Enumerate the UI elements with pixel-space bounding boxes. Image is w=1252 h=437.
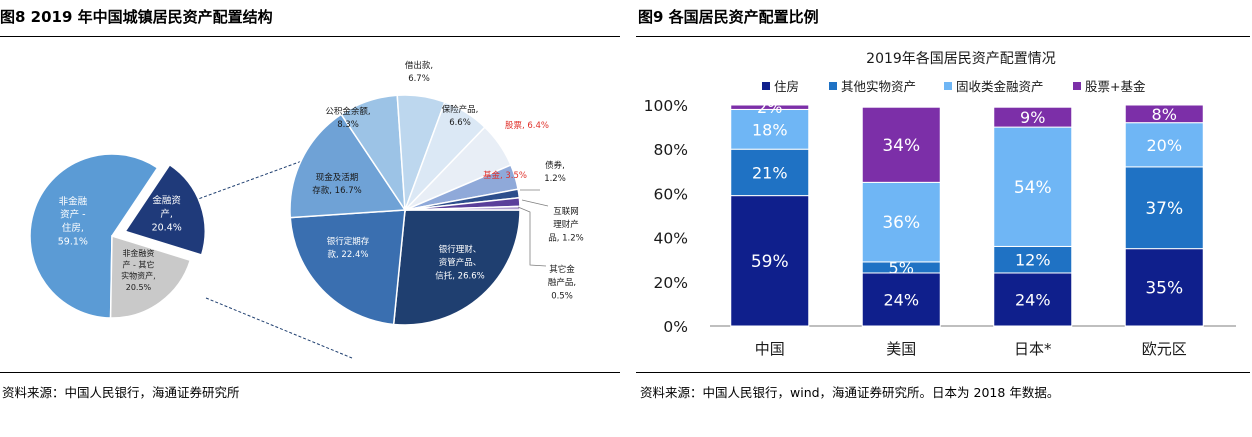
legend-swatch-1	[829, 82, 837, 90]
bar-value-label-1-1: 5%	[889, 258, 914, 277]
left-figure-title: 图8 2019 年中国城镇居民资产配置结构	[0, 8, 273, 26]
bar-value-label-2-3: 9%	[1020, 108, 1045, 127]
bar-value-label-0-2: 18%	[752, 120, 788, 139]
x-tick-label-3: 欧元区	[1142, 340, 1187, 358]
bar-legend: 住房 其他实物资产 固收类金融资产 股票+基金	[762, 79, 1146, 94]
bar-stack-3: 35% 37% 20% 8%	[1124, 104, 1204, 327]
bar-segment-0-0	[730, 195, 810, 327]
y-tick-label-3: 60%	[654, 185, 688, 203]
bar-value-label-3-1: 37%	[1145, 199, 1183, 219]
pie-label-financial-0: 银行理财、资管产品、信托, 26.6%	[435, 244, 484, 281]
pie-label-overall-1: 金融资产, 20.4%	[152, 195, 182, 234]
pie-slice-overall-2	[109, 234, 192, 319]
legend-swatch-0	[762, 82, 770, 90]
left-panel: 图8 2019 年中国城镇居民资产配置结构 非金融资产 -住房, 59.1% 金融资…	[0, 0, 620, 437]
bar-chart-title: 2019年各国居民资产配置情况	[866, 51, 1056, 67]
bar-segment-3-0	[1124, 248, 1204, 327]
bar-value-label-3-2: 20%	[1146, 136, 1182, 155]
bar-value-label-0-0: 59%	[751, 252, 789, 272]
leader-line-2	[517, 206, 547, 267]
bar-segment-2-0	[993, 272, 1073, 327]
y-axis: 0% 20% 40% 60% 80% 100%	[644, 97, 688, 336]
left-top-rule	[0, 36, 620, 37]
bar-value-label-3-0: 35%	[1145, 278, 1183, 298]
legend-label-1: 其他实物资产	[841, 79, 916, 94]
y-tick-label-4: 80%	[654, 141, 688, 159]
y-tick-label-0: 0%	[663, 318, 688, 336]
bar-value-label-3-3: 8%	[1152, 105, 1177, 124]
bar-value-label-0-3: 2%	[757, 98, 782, 117]
pie-label-financial-4: 借出款, 6.7%	[405, 60, 433, 84]
bar-stack-1: 24% 5% 36% 34%	[861, 106, 941, 327]
x-tick-label-2: 日本*	[1014, 340, 1052, 358]
right-top-rule	[636, 36, 1250, 37]
y-tick-label-5: 100%	[644, 97, 688, 115]
bar-segment-3-3	[1124, 104, 1204, 124]
bar-value-label-2-2: 54%	[1014, 178, 1052, 198]
pie-label-financial-2: 现金及活期存款, 16.7%	[312, 172, 361, 196]
bar-segment-1-3	[861, 106, 941, 183]
bar-segment-3-1	[1124, 166, 1204, 250]
right-figure-title: 图9 各国居民资产配置比例	[638, 8, 819, 26]
bar-segment-0-1	[730, 148, 810, 197]
pie-slice-financial-2	[289, 113, 407, 219]
pie-label-overall-0: 非金融资产 -住房, 59.1%	[58, 195, 88, 247]
y-tick-label-1: 20%	[654, 274, 688, 292]
pie-slice-financial-0	[392, 209, 521, 326]
pie-label-financial-8: 债券, 1.2%	[544, 160, 566, 184]
bar-segment-1-0	[861, 272, 941, 327]
bar-segment-2-3	[993, 106, 1073, 128]
bar-value-label-1-0: 24%	[883, 290, 919, 309]
bar-value-label-1-2: 36%	[882, 213, 920, 233]
legend-label-2: 固收类金融资产	[956, 79, 1044, 94]
bar-value-label-0-1: 21%	[752, 163, 788, 182]
right-panel: 图9 各国居民资产配置比例 2019年各国居民资产配置情况住房 其他实物资产 固收类…	[632, 0, 1252, 437]
bar-stack-2: 24% 12% 54% 9%	[993, 106, 1073, 327]
bar-value-label-2-0: 24%	[1015, 290, 1051, 309]
bar-segment-0-3	[730, 104, 810, 110]
leader-line-1	[521, 199, 549, 207]
legend-label-0: 住房	[774, 79, 799, 94]
pie-label-financial-7: 基金, 3.5%	[483, 170, 527, 181]
right-source-note: 资料来源：中国人民银行，wind，海通证券研究所。日本为 2018 年数据。	[640, 385, 1060, 400]
legend-swatch-2	[944, 82, 952, 90]
right-bottom-rule	[636, 372, 1250, 373]
pie-label-financial-5: 保险产品, 6.6%	[442, 104, 479, 128]
bar-stack-0: 59% 21% 18% 2%	[730, 98, 810, 327]
connector-line-bottom	[205, 297, 353, 359]
financial-asset-pie: 银行理财、资管产品、信托, 26.6% 银行定期存款, 22.4% 现金及活期存款,…	[289, 60, 584, 326]
pie-label-financial-10: 其它金融产品, 0.5%	[548, 264, 576, 301]
bar-value-label-2-1: 12%	[1015, 251, 1051, 270]
pie-label-financial-1: 银行定期存款, 22.4%	[327, 236, 370, 260]
pie-slice-financial-1	[289, 209, 406, 326]
pie-label-overall-2: 非金融资产 - 其它实物资产, 20.5%	[121, 248, 156, 292]
bar-segment-2-2	[993, 126, 1073, 247]
x-tick-label-1: 美国	[886, 340, 916, 358]
pie-label-financial-9: 互联网理财产品, 1.2%	[548, 207, 584, 243]
x-tick-label-0: 中国	[755, 340, 785, 358]
pie-label-financial-6: 股票, 6.4%	[505, 121, 549, 131]
legend-label-3: 股票+基金	[1085, 79, 1146, 94]
bar-value-label-1-3: 34%	[882, 136, 920, 156]
legend-swatch-3	[1073, 82, 1081, 90]
left-bottom-rule	[0, 372, 620, 373]
pie-slice-overall-0	[29, 153, 159, 319]
pie-label-financial-3: 公积金余额, 8.3%	[325, 106, 370, 130]
pie-charts: 非金融资产 -住房, 59.1% 金融资产, 20.4% 非金融资产 - 其它实物资产,…	[29, 60, 584, 359]
overall-asset-pie: 非金融资产 -住房, 59.1% 金融资产, 20.4% 非金融资产 - 其它实物资产,…	[29, 153, 206, 319]
left-source-note: 资料来源：中国人民银行，海通证券研究所	[2, 385, 240, 400]
y-tick-label-2: 40%	[654, 230, 688, 248]
pie-slice-overall-1	[124, 163, 206, 256]
